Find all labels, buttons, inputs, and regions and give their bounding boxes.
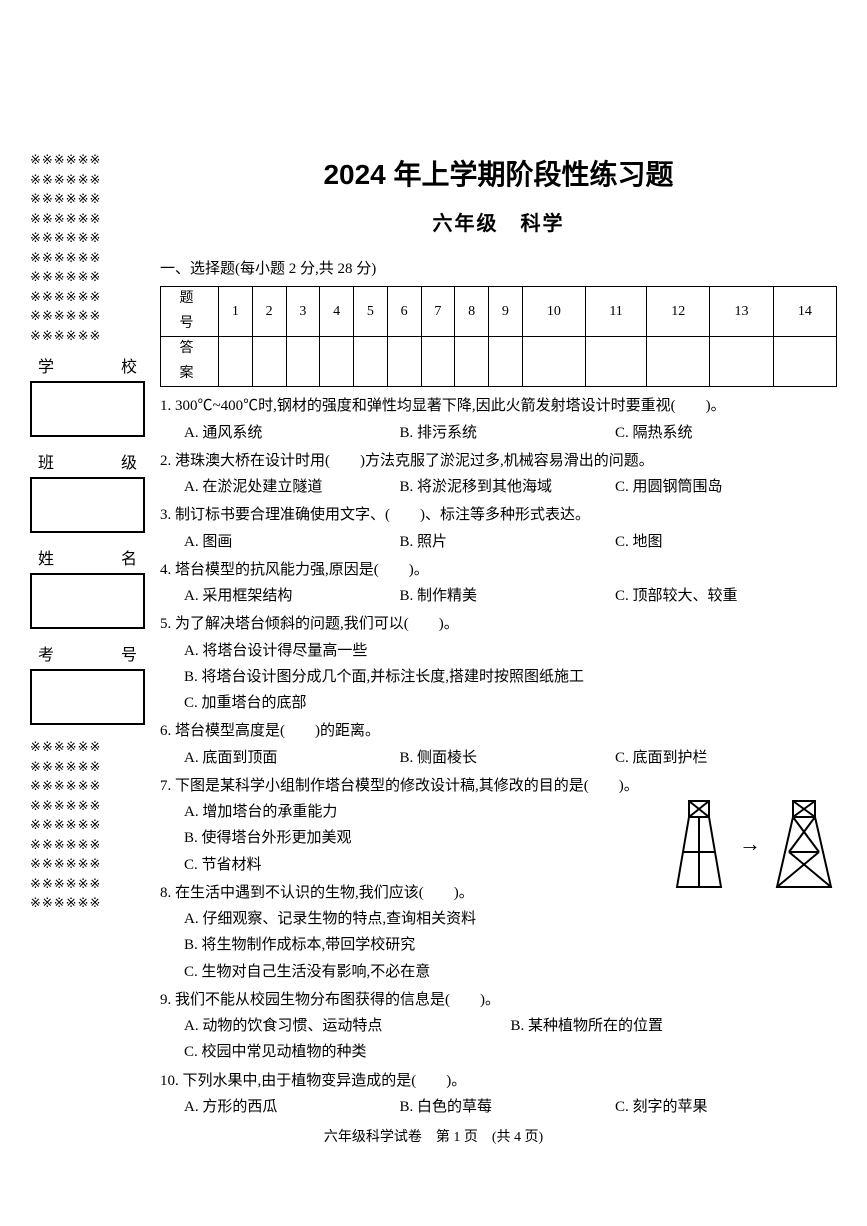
section-heading: 一、选择题(每小题 2 分,共 28 分) (160, 256, 837, 282)
question-text: 3. 制订标书要合理准确使用文字、( )、标注等多种形式表达。 (160, 502, 837, 528)
option: A. 将塔台设计得尽量高一些 (184, 638, 837, 664)
box-name (30, 573, 145, 629)
question: 5. 为了解决塔台倾斜的问题,我们可以( )。A. 将塔台设计得尽量高一些B. … (160, 611, 837, 716)
tower-before-icon (669, 799, 729, 889)
question-text: 9. 我们不能从校园生物分布图获得的信息是( )。 (160, 987, 837, 1013)
option: C. 顶部较大、较重 (615, 583, 830, 609)
option: C. 生物对自己生活没有影响,不必在意 (184, 959, 837, 985)
question: 4. 塔台模型的抗风能力强,原因是( )。A. 采用框架结构B. 制作精美C. … (160, 557, 837, 610)
question: 1. 300℃~400℃时,钢材的强度和弹性均显著下降,因此火箭发射塔设计时要重… (160, 393, 837, 446)
option: C. 隔热系统 (615, 420, 830, 446)
options: A. 图画B. 照片C. 地图 (160, 529, 837, 555)
question-text: 2. 港珠澳大桥在设计时用( )方法克服了淤泥过多,机械容易滑出的问题。 (160, 448, 837, 474)
question-text: 5. 为了解决塔台倾斜的问题,我们可以( )。 (160, 611, 837, 637)
option: A. 通风系统 (184, 420, 399, 446)
box-examno (30, 669, 145, 725)
question-text: 7. 下图是某科学小组制作塔台模型的修改设计稿,其修改的目的是( )。 (160, 773, 837, 799)
options: A. 在淤泥处建立隧道B. 将淤泥移到其他海域C. 用圆钢筒围岛 (160, 474, 837, 500)
question-text: 4. 塔台模型的抗风能力强,原因是( )。 (160, 557, 837, 583)
box-class (30, 477, 145, 533)
option: A. 仔细观察、记录生物的特点,查询相关资料 (184, 906, 837, 932)
question-text: 1. 300℃~400℃时,钢材的强度和弹性均显著下降,因此火箭发射塔设计时要重… (160, 393, 837, 419)
questions-container: 1. 300℃~400℃时,钢材的强度和弹性均显著下降,因此火箭发射塔设计时要重… (160, 393, 837, 1120)
question: 9. 我们不能从校园生物分布图获得的信息是( )。A. 动物的饮食习惯、运动特点… (160, 987, 837, 1066)
row-header: 答 案 (161, 337, 219, 387)
option: B. 将塔台设计图分成几个面,并标注长度,搭建时按照图纸施工 (184, 664, 837, 690)
label-name: 姓名 (30, 545, 145, 569)
row-header: 题 号 (161, 287, 219, 337)
question: 3. 制订标书要合理准确使用文字、( )、标注等多种形式表达。A. 图画B. 照… (160, 502, 837, 555)
question: 6. 塔台模型高度是( )的距离。A. 底面到顶面B. 侧面棱长C. 底面到护栏 (160, 718, 837, 771)
option: B. 排污系统 (399, 420, 614, 446)
options: A. 动物的饮食习惯、运动特点B. 某种植物所在的位置C. 校园中常见动植物的种… (160, 1013, 837, 1066)
options: A. 将塔台设计得尽量高一些B. 将塔台设计图分成几个面,并标注长度,搭建时按照… (160, 638, 837, 717)
answer-table: 题 号 1 2 3 4 5 6 7 8 9 10 11 12 13 14 答 案 (160, 286, 837, 387)
tower-figure: → (669, 799, 837, 889)
options: A. 采用框架结构B. 制作精美C. 顶部较大、较重 (160, 583, 837, 609)
option: C. 底面到护栏 (615, 745, 830, 771)
question-text: 8. 在生活中遇到不认识的生物,我们应该( )。 (160, 880, 837, 906)
option: C. 校园中常见动植物的种类 (184, 1039, 837, 1065)
option: B. 制作精美 (399, 583, 614, 609)
options: A. 方形的西瓜B. 白色的草莓C. 刻字的苹果 (160, 1094, 837, 1120)
table-row: 题 号 1 2 3 4 5 6 7 8 9 10 11 12 13 14 (161, 287, 837, 337)
question-text: 10. 下列水果中,由于植物变异造成的是( )。 (160, 1068, 837, 1094)
option: B. 某种植物所在的位置 (511, 1013, 838, 1039)
option: B. 将淤泥移到其他海域 (399, 474, 614, 500)
option: A. 动物的饮食习惯、运动特点 (184, 1013, 511, 1039)
label-examno: 考号 (30, 641, 145, 665)
option: B. 将生物制作成标本,带回学校研究 (184, 932, 837, 958)
option: B. 侧面棱长 (399, 745, 614, 771)
page-subtitle: 六年级 科学 (160, 207, 837, 242)
content: 2024 年上学期阶段性练习题 六年级 科学 一、选择题(每小题 2 分,共 2… (160, 150, 837, 1122)
option: A. 采用框架结构 (184, 583, 399, 609)
question: 2. 港珠澳大桥在设计时用( )方法克服了淤泥过多,机械容易滑出的问题。A. 在… (160, 448, 837, 501)
table-row: 答 案 (161, 337, 837, 387)
sidebar: ※※※※※※※※※※※※※※※※※※ ※※※※※※※※※※※※※※※※※※ ※※… (30, 150, 160, 1122)
box-school (30, 381, 145, 437)
option: A. 在淤泥处建立隧道 (184, 474, 399, 500)
options: A. 通风系统B. 排污系统C. 隔热系统 (160, 420, 837, 446)
arrow-icon: → (739, 825, 761, 864)
option: C. 地图 (615, 529, 830, 555)
option: C. 加重塔台的底部 (184, 690, 837, 716)
label-class: 班级 (30, 449, 145, 473)
options: A. 底面到顶面B. 侧面棱长C. 底面到护栏 (160, 745, 837, 771)
option: C. 用圆钢筒围岛 (615, 474, 830, 500)
option: B. 照片 (399, 529, 614, 555)
options: A. 仔细观察、记录生物的特点,查询相关资料B. 将生物制作成标本,带回学校研究… (160, 906, 837, 985)
question: 7. 下图是某科学小组制作塔台模型的修改设计稿,其修改的目的是( )。A. 增加… (160, 773, 837, 878)
tower-after-icon (771, 799, 837, 889)
deco-top: ※※※※※※※※※※※※※※※※※※ ※※※※※※※※※※※※※※※※※※ ※※… (30, 150, 145, 345)
page-footer: 六年级科学试卷 第 1 页 (共 4 页) (0, 1126, 867, 1146)
question-text: 6. 塔台模型高度是( )的距离。 (160, 718, 837, 744)
question: 10. 下列水果中,由于植物变异造成的是( )。A. 方形的西瓜B. 白色的草莓… (160, 1068, 837, 1121)
option: A. 图画 (184, 529, 399, 555)
question: 8. 在生活中遇到不认识的生物,我们应该( )。A. 仔细观察、记录生物的特点,… (160, 880, 837, 985)
option: A. 底面到顶面 (184, 745, 399, 771)
option: A. 方形的西瓜 (184, 1094, 399, 1120)
label-school: 学校 (30, 353, 145, 377)
deco-bottom: ※※※※※※※※※※※※※※※※※※ ※※※※※※※※※※※※※※※※※※ ※※… (30, 737, 145, 913)
option: B. 白色的草莓 (399, 1094, 614, 1120)
page-title: 2024 年上学期阶段性练习题 (160, 150, 837, 199)
option: C. 刻字的苹果 (615, 1094, 830, 1120)
